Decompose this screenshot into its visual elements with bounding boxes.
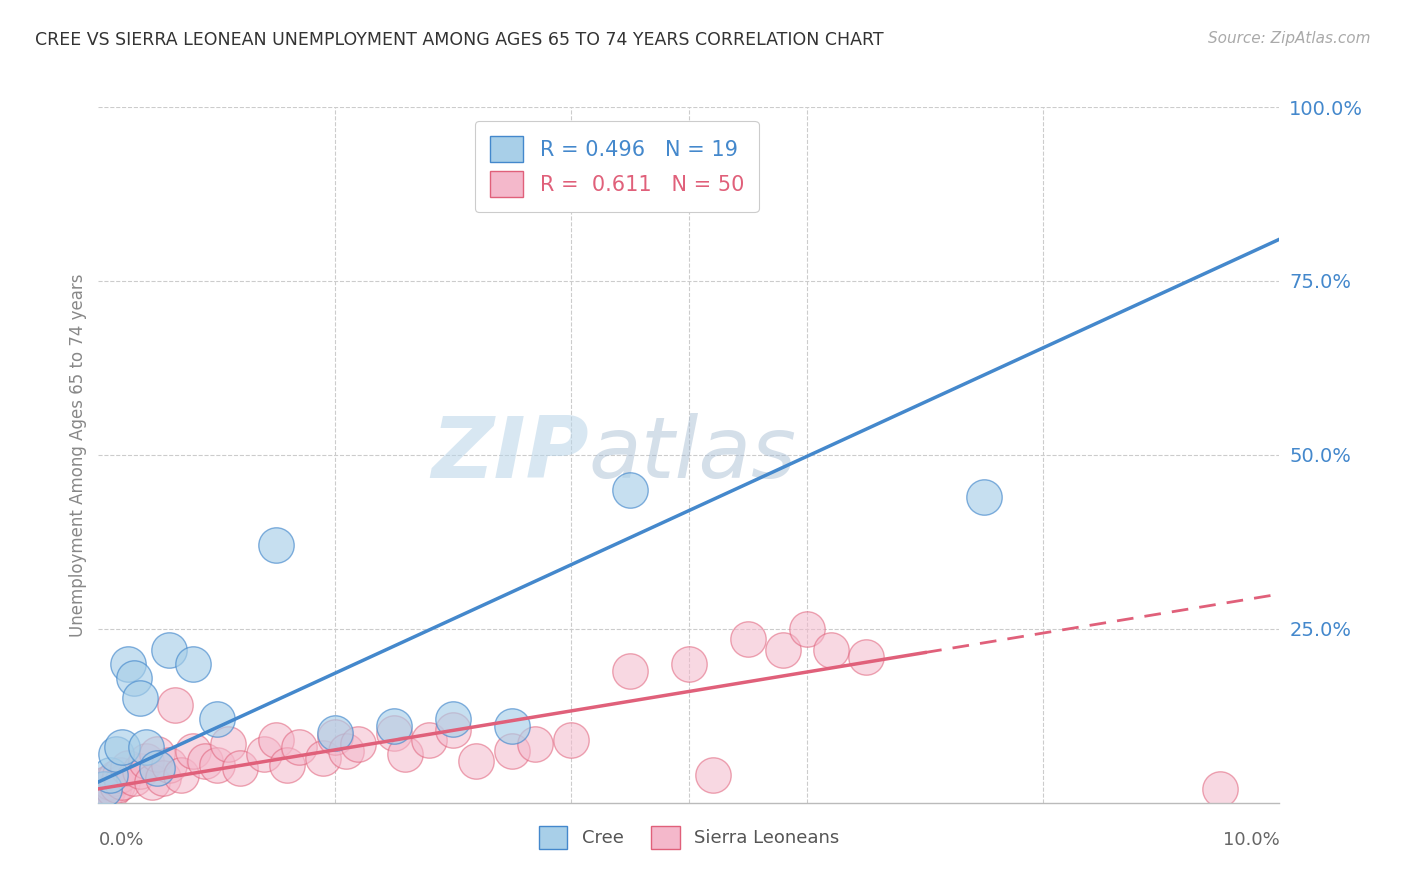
Point <box>146 761 169 775</box>
Y-axis label: Unemployment Among Ages 65 to 74 years: Unemployment Among Ages 65 to 74 years <box>69 273 87 637</box>
Text: ZIP: ZIP <box>430 413 589 497</box>
Point <box>465 754 488 768</box>
Point <box>560 733 582 747</box>
Text: 10.0%: 10.0% <box>1223 830 1279 848</box>
Text: Source: ZipAtlas.com: Source: ZipAtlas.com <box>1208 31 1371 46</box>
Point <box>973 490 995 504</box>
Point <box>111 775 134 789</box>
Point <box>98 768 121 782</box>
Point <box>796 622 818 636</box>
Point <box>117 761 139 775</box>
Point <box>194 754 217 768</box>
Point <box>619 664 641 678</box>
Point <box>157 642 180 657</box>
Point <box>1209 781 1232 796</box>
Point <box>323 730 346 744</box>
Point <box>94 785 117 799</box>
Point <box>253 747 276 761</box>
Legend: Cree, Sierra Leoneans: Cree, Sierra Leoneans <box>531 819 846 856</box>
Point <box>217 737 239 751</box>
Point <box>347 737 370 751</box>
Point <box>105 747 128 761</box>
Point <box>394 747 416 761</box>
Point <box>135 754 157 768</box>
Point <box>288 740 311 755</box>
Point <box>501 744 523 758</box>
Point <box>229 761 252 775</box>
Point <box>678 657 700 671</box>
Point <box>276 757 298 772</box>
Point <box>501 719 523 733</box>
Point <box>105 778 128 793</box>
Point <box>135 740 157 755</box>
Point <box>152 772 174 786</box>
Point <box>90 781 112 796</box>
Point <box>111 740 134 755</box>
Point <box>855 649 877 664</box>
Point <box>323 726 346 740</box>
Point <box>264 538 287 552</box>
Point <box>146 747 169 761</box>
Point <box>524 737 547 751</box>
Point <box>101 781 124 796</box>
Point <box>117 657 139 671</box>
Point <box>441 723 464 737</box>
Point <box>382 726 405 740</box>
Point <box>820 642 842 657</box>
Point <box>418 733 440 747</box>
Point <box>181 657 204 671</box>
Point <box>128 691 150 706</box>
Point <box>382 719 405 733</box>
Point <box>335 744 357 758</box>
Point <box>93 781 115 796</box>
Point <box>108 768 131 782</box>
Point <box>737 632 759 647</box>
Point <box>141 775 163 789</box>
Point <box>702 768 724 782</box>
Text: 0.0%: 0.0% <box>98 830 143 848</box>
Point <box>441 712 464 726</box>
Point <box>181 744 204 758</box>
Point <box>312 750 335 764</box>
Point <box>98 775 121 789</box>
Point <box>122 671 145 685</box>
Point <box>205 712 228 726</box>
Point <box>170 768 193 782</box>
Text: CREE VS SIERRA LEONEAN UNEMPLOYMENT AMONG AGES 65 TO 74 YEARS CORRELATION CHART: CREE VS SIERRA LEONEAN UNEMPLOYMENT AMON… <box>35 31 884 49</box>
Point <box>205 757 228 772</box>
Point <box>772 642 794 657</box>
Point <box>97 781 120 796</box>
Point <box>165 698 187 713</box>
Point <box>128 764 150 779</box>
Point <box>91 778 114 793</box>
Point <box>264 733 287 747</box>
Point <box>104 772 127 786</box>
Point <box>122 772 145 786</box>
Point <box>157 757 180 772</box>
Point <box>619 483 641 497</box>
Text: atlas: atlas <box>589 413 797 497</box>
